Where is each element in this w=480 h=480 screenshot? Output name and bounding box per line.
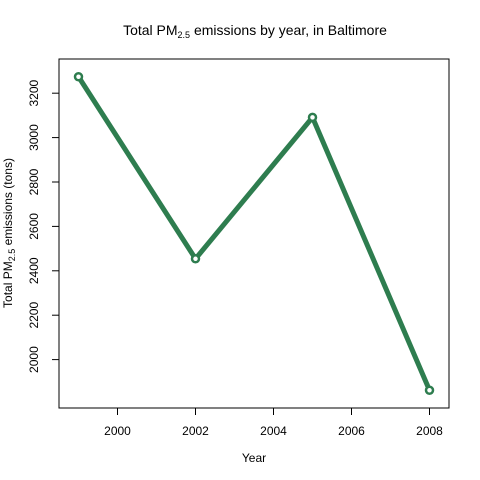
y-tick-label: 2600 <box>27 213 41 240</box>
y-axis-label: Total PM2.5 emissions (tons) <box>1 158 17 308</box>
x-axis: 2000 2002 2004 2006 2008 <box>104 407 443 438</box>
chart-title: Total PM2.5 emissions by year, in Baltim… <box>123 22 387 40</box>
series-line <box>76 74 432 393</box>
data-point <box>190 254 201 264</box>
data-point <box>307 112 318 123</box>
x-tick-label: 2002 <box>182 424 209 438</box>
chart-title-prefix: Total PM <box>123 22 177 38</box>
y-axis-label-subscript: 2.5 <box>7 249 17 262</box>
y-tick-label: 3000 <box>27 124 41 151</box>
y-axis-label-prefix: Total PM <box>1 261 15 308</box>
x-axis-label: Year <box>242 451 266 465</box>
data-point <box>73 72 84 82</box>
y-tick-label: 2000 <box>27 346 41 373</box>
x-tick-label: 2004 <box>260 424 287 438</box>
x-tick-label: 2006 <box>338 424 365 438</box>
y-tick-label: 2200 <box>27 302 41 329</box>
y-tick-label: 3200 <box>27 80 41 107</box>
x-tick-label: 2000 <box>104 424 131 438</box>
chart-title-suffix: emissions by year, in Baltimore <box>190 22 387 38</box>
y-tick-label: 2800 <box>27 168 41 195</box>
x-tick-label: 2008 <box>416 424 443 438</box>
data-point <box>424 385 435 395</box>
y-tick-label: 2400 <box>27 257 41 284</box>
chart-title-subscript: 2.5 <box>178 30 191 40</box>
y-axis-label-suffix: emissions (tons) <box>1 158 15 249</box>
emissions-series <box>73 72 435 395</box>
y-axis: 2000 2200 2400 2600 2800 3000 3200 <box>27 80 60 373</box>
